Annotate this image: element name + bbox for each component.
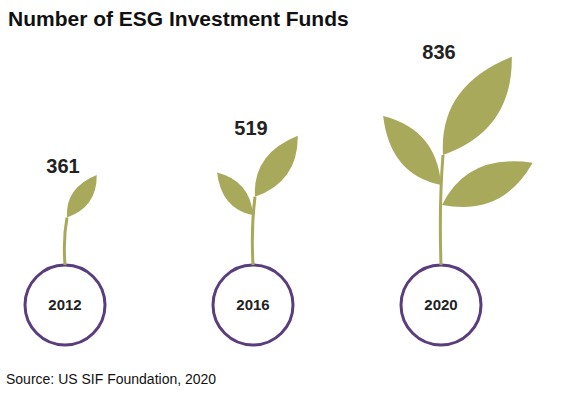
data-label: 519 <box>234 117 267 139</box>
plant <box>371 44 540 265</box>
leaf <box>59 170 104 223</box>
plant-stem <box>252 197 255 265</box>
plant-stem <box>64 218 67 266</box>
plant <box>59 170 104 265</box>
leaf <box>209 166 260 222</box>
chart: Number of ESG Investment Funds Source: US… <box>0 0 573 395</box>
category-label: 2020 <box>424 296 457 313</box>
plant-stem <box>440 155 443 265</box>
data-label: 836 <box>422 41 455 63</box>
title: Number of ESG Investment Funds <box>8 7 349 30</box>
year-circle <box>25 265 105 345</box>
leaf <box>244 128 309 204</box>
plant <box>209 128 308 265</box>
leaf <box>371 106 454 196</box>
data-label: 361 <box>46 155 79 177</box>
category-label: 2016 <box>236 296 269 313</box>
category-label: 2012 <box>48 296 81 313</box>
year-circle <box>213 265 293 345</box>
leaf <box>434 146 540 221</box>
year-circle <box>401 265 481 345</box>
source: Source: US SIF Foundation, 2020 <box>6 371 216 387</box>
